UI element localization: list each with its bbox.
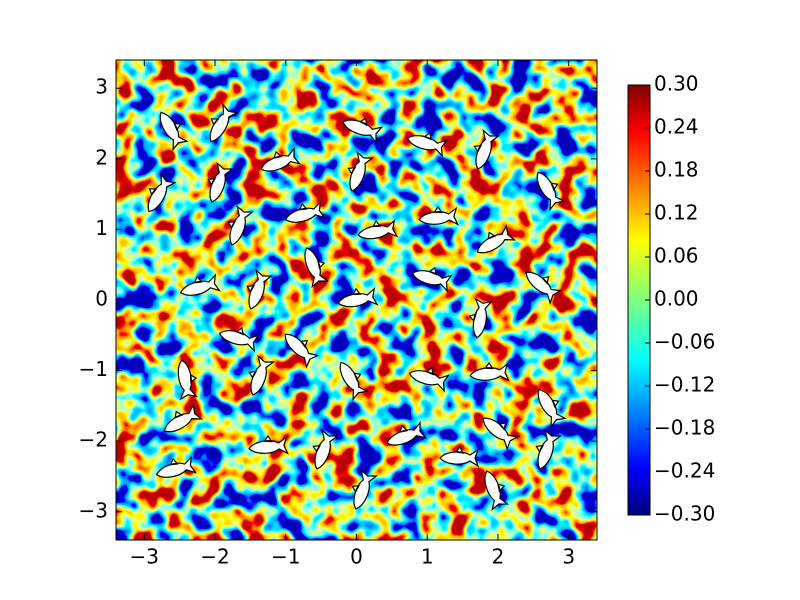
colorbar-tick-label: −0.06: [654, 330, 715, 354]
x-tick-label: 3: [562, 545, 575, 569]
y-tick-label: 1: [95, 216, 108, 240]
colorbar-tick-label: 0.18: [654, 158, 699, 182]
colorbar-tick-label: 0.06: [654, 244, 699, 268]
colorbar-tick-label: 0.12: [654, 201, 699, 225]
y-tick-label: −3: [79, 498, 108, 522]
x-tick-label: 1: [421, 545, 434, 569]
x-tick-label: −3: [130, 545, 159, 569]
y-tick-label: −1: [79, 357, 108, 381]
colorbar-tick-label: 0.30: [654, 72, 699, 96]
y-tick-label: 3: [95, 75, 108, 99]
colorbar-tick-label: 0.00: [654, 287, 699, 311]
colorbar-tick-label: −0.18: [654, 416, 715, 440]
y-tick-label: −2: [79, 428, 108, 452]
y-tick-label: 2: [95, 145, 108, 169]
x-tick-label: −2: [200, 545, 229, 569]
x-tick-label: 2: [492, 545, 505, 569]
colorbar-tick-label: −0.30: [654, 502, 715, 526]
colorbar-tick-label: −0.24: [654, 459, 715, 483]
y-tick-label: 0: [95, 287, 108, 311]
colorbar-tick-label: 0.24: [654, 115, 699, 139]
x-tick-label: 0: [350, 545, 363, 569]
x-tick-label: −1: [271, 545, 300, 569]
colorbar-tick-label: −0.12: [654, 373, 715, 397]
